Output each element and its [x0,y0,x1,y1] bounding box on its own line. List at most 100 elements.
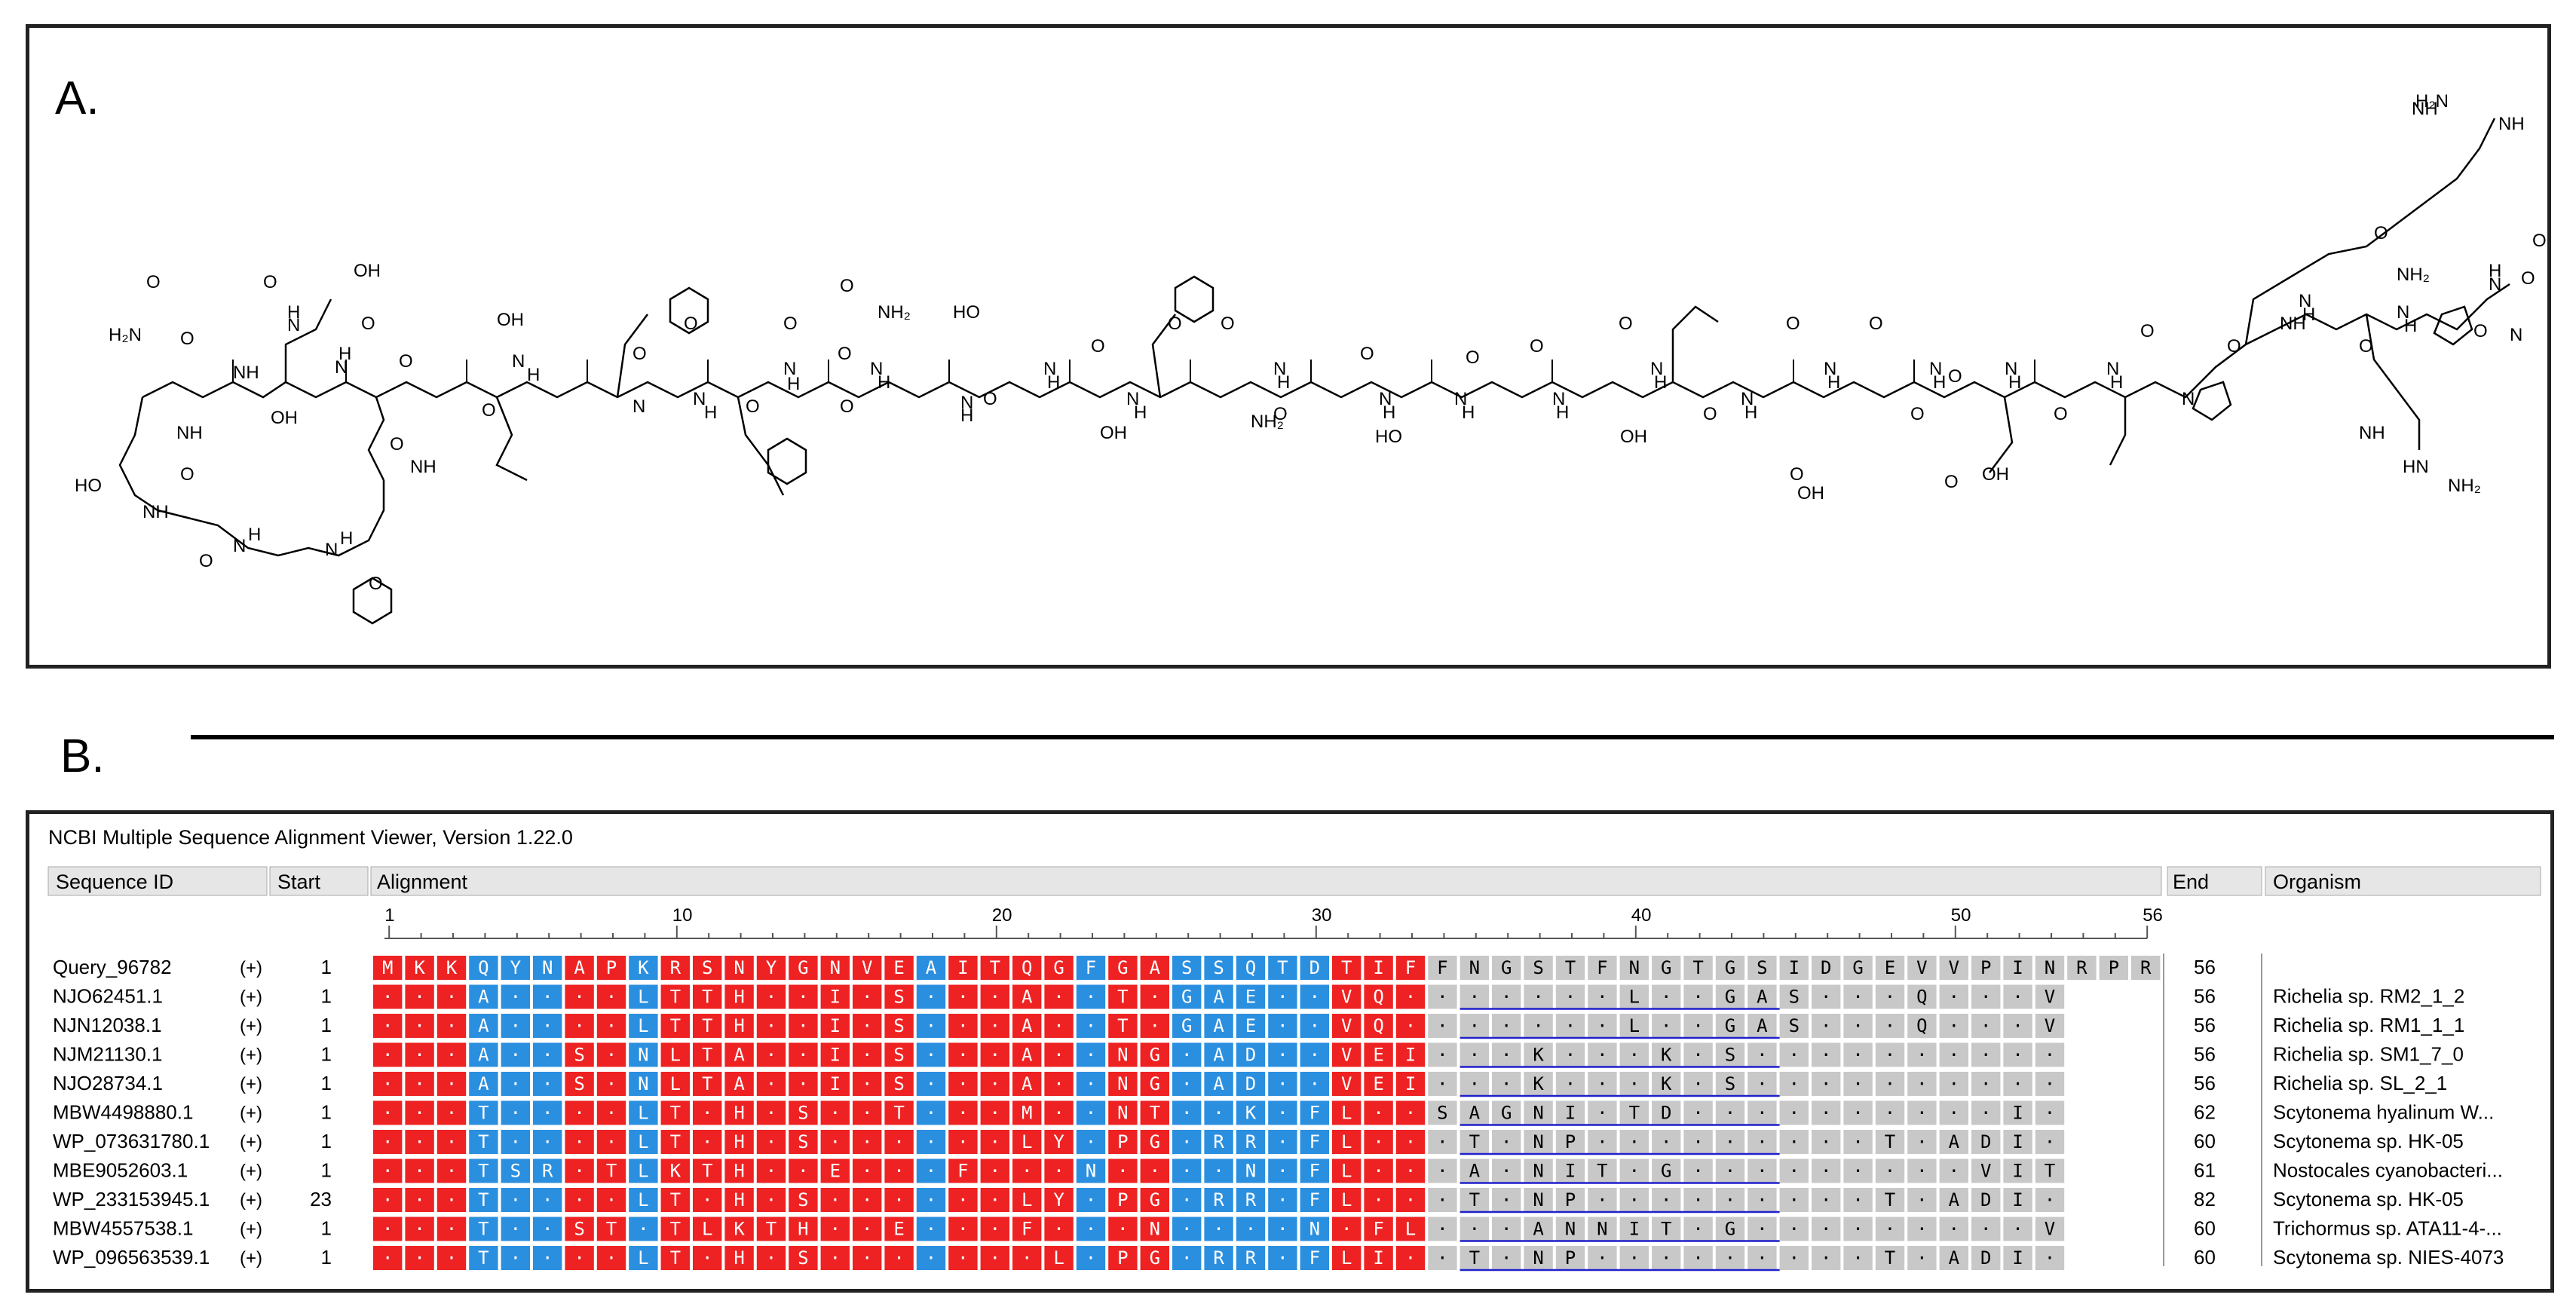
residue-letter: · [1565,1045,1576,1066]
atom-label: H [787,374,800,394]
residue-cell [2035,1100,2065,1125]
residue-letter: A [734,1073,745,1094]
residue-letter: · [893,1247,904,1269]
residue-letter: · [1373,1131,1383,1152]
residue-cell [405,1130,434,1154]
row-organism: Scytonema sp. NIES-4073 [2273,1246,2504,1269]
residue-cell [693,956,722,980]
residue-letter: F [1022,1219,1032,1240]
residue-cell [820,1014,850,1038]
row-seq-id[interactable]: WP_233153945.1 [53,1188,210,1210]
header-alignment-cell[interactable] [370,866,2162,896]
residue-letter: Q [1373,987,1383,1008]
residue-letter: · [414,1103,424,1124]
residue-letter: · [1086,1103,1096,1124]
row-seq-id[interactable]: NJO28734.1 [53,1072,163,1094]
residue-cell [1907,1100,1937,1125]
residue-letter: T [670,1131,681,1152]
residue-cell [1140,1100,1169,1125]
residue-cell [596,984,626,1009]
atom-label: N [1741,389,1754,409]
residue-letter: · [1501,1247,1512,1269]
residue-cell [1715,1158,1745,1183]
residue-cell [693,1188,722,1212]
row-seq-id[interactable]: MBW4557538.1 [53,1217,193,1240]
row-seq-id[interactable]: NJO62451.1 [53,985,163,1008]
residue-cell [1715,1042,1745,1067]
atom-label: N [1126,389,1139,409]
residue-letter: P [1565,1247,1576,1269]
residue-cell [1812,1100,1841,1125]
residue-letter: · [1437,1219,1447,1240]
residue-cell [629,1246,658,1270]
residue-cell [565,1158,594,1183]
residue-cell [1268,1072,1297,1096]
panel-a-label: A. [55,72,100,124]
row-seq-id[interactable]: WP_073631780.1 [53,1130,210,1152]
residue-cell [1555,984,1585,1009]
residue-letter: V [1341,1045,1352,1066]
residue-letter: H [734,1247,744,1269]
residue-cell [1555,1042,1585,1067]
residue-letter: · [606,1045,617,1066]
residue-letter: · [1213,1161,1224,1182]
residue-letter: · [1086,1247,1096,1269]
residue-letter: · [574,1015,584,1036]
residue-cell [533,1217,562,1241]
atom-label: O [1619,314,1633,334]
residue-letter: · [830,1219,841,1240]
residue-letter: · [2012,1219,2023,1240]
residue-letter: · [1629,1045,1640,1066]
residue-cell [660,1072,690,1096]
residue-cell [724,1188,754,1212]
residue-letter: S [893,1045,904,1066]
residue-letter: · [1692,1161,1703,1182]
residue-cell [884,984,914,1009]
residue-cell [1395,1130,1426,1154]
residue-cell [660,956,690,980]
residue-letter: · [510,1219,521,1240]
residue-cell [756,1130,786,1154]
residue-letter: G [1053,957,1064,978]
row-start: 23 [310,1188,332,1210]
row-seq-id[interactable]: Query_96782 [53,956,172,978]
residue-cell [1236,1130,1266,1154]
residue-letter: S [1181,957,1192,978]
residue-cell [2003,1042,2032,1067]
residue-cell [1555,1246,1585,1270]
residue-letter: D [1661,1103,1671,1124]
residue-cell [436,1217,467,1241]
residue-letter: · [1725,1247,1735,1269]
residue-cell [1300,1014,1329,1038]
residue-cell [1907,1188,1937,1212]
residue-cell [1044,956,1074,980]
residue-cell [2035,1246,2065,1270]
header-end-cell[interactable] [2167,866,2262,896]
row-seq-id[interactable]: MBE9052603.1 [53,1159,188,1182]
row-seq-id[interactable]: WP_096563539.1 [53,1246,210,1269]
residue-cell [373,1072,403,1096]
residue-cell [1652,1188,1681,1212]
residue-cell [820,1158,850,1183]
residue-cell [1332,1246,1362,1270]
atom-label: N [335,357,348,378]
residue-letter: · [926,1015,936,1036]
residue-letter: · [1277,1161,1288,1182]
header-organism-cell[interactable] [2265,866,2541,896]
residue-cell [1555,1130,1585,1154]
residue-letter: · [1885,1045,1895,1066]
row-seq-id[interactable]: NJM21130.1 [53,1043,163,1066]
header-seqid-cell[interactable] [47,866,268,896]
row-seq-id[interactable]: MBW4498880.1 [53,1101,193,1124]
residue-letter: E [830,1161,841,1182]
residue-letter: · [382,1131,393,1152]
header-start-cell[interactable] [269,866,369,896]
row-seq-id[interactable]: NJN12038.1 [53,1014,162,1036]
residue-letter: S [1725,1073,1735,1094]
residue-letter: · [414,1247,424,1269]
residue-cell [1012,1158,1042,1183]
residue-letter: · [1692,1247,1703,1269]
residue-cell [629,984,658,1009]
residue-letter: T [1565,957,1576,978]
residue-cell [1140,1217,1169,1241]
